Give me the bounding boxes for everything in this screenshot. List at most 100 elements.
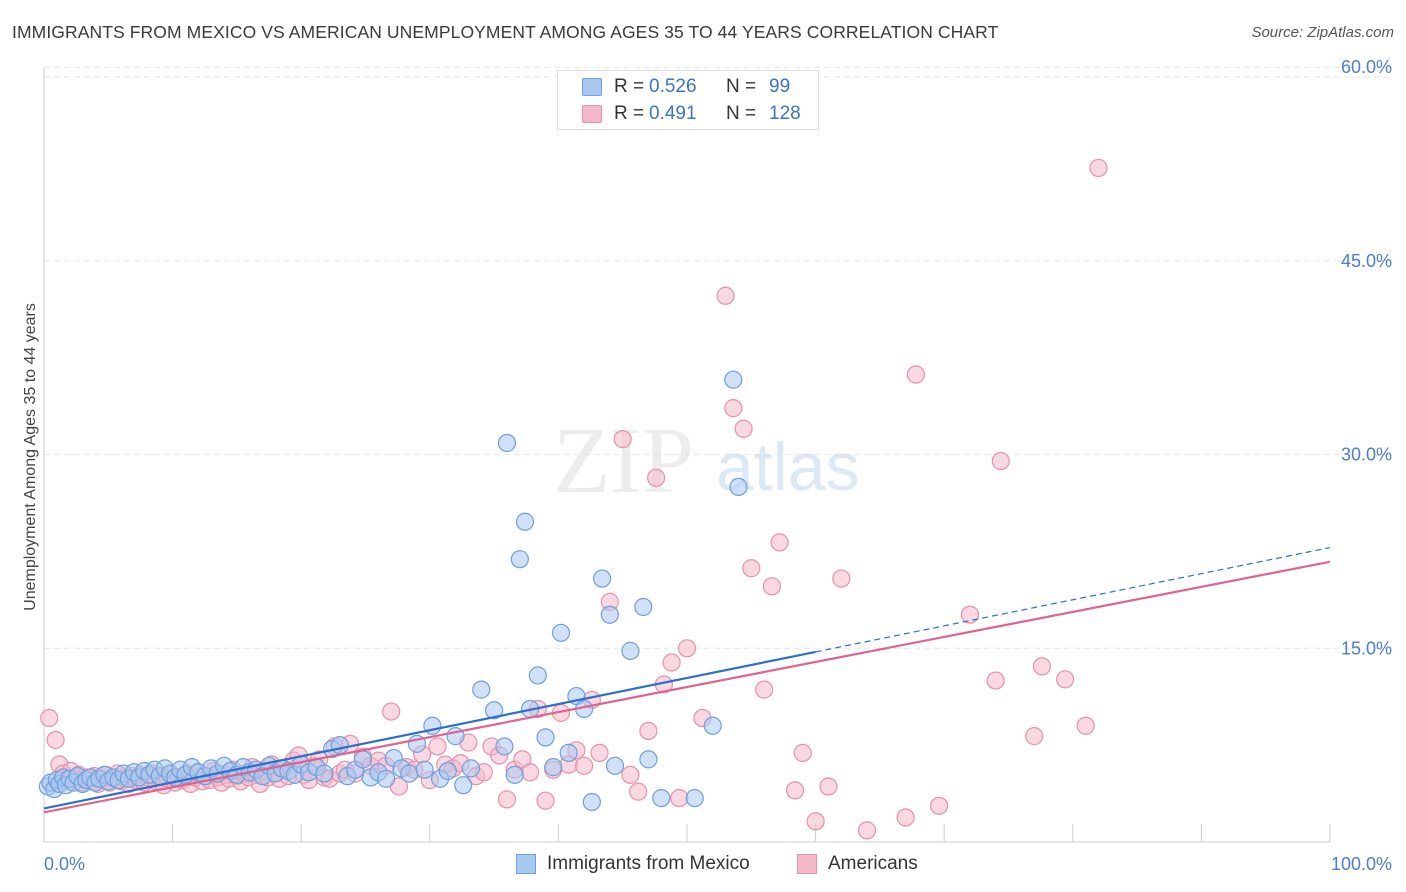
americans-point <box>986 671 1005 690</box>
americans-point <box>762 577 781 596</box>
legend-n-value: 128 <box>769 103 801 124</box>
mexico-point <box>400 764 419 783</box>
americans-point <box>819 777 838 796</box>
americans-point <box>734 419 753 438</box>
legend-swatch-americans <box>582 105 602 123</box>
americans-point <box>832 569 851 588</box>
americans-point <box>857 821 877 840</box>
y-tick-label: 45.0% <box>1341 251 1392 271</box>
americans-point <box>497 790 517 809</box>
mexico-points <box>38 370 748 812</box>
watermark: ZIP atlas <box>553 409 860 513</box>
americans-point <box>590 743 609 762</box>
americans-point <box>991 451 1010 471</box>
legend-swatch-americans <box>797 854 817 874</box>
mexico-point <box>461 759 481 778</box>
americans-point <box>621 765 640 784</box>
mexico-point <box>621 641 640 660</box>
grid-lines <box>44 66 1392 649</box>
americans-point <box>536 791 555 810</box>
americans-point <box>639 721 658 741</box>
americans-point <box>1089 158 1108 178</box>
mexico-point <box>472 680 491 699</box>
legend-label-mexico: Immigrants from Mexico <box>547 853 750 874</box>
mexico-trend-line <box>43 650 816 810</box>
legend-n-label: N = <box>726 103 757 124</box>
trend-lines <box>43 546 1331 814</box>
legend-r-label: R = <box>614 76 645 97</box>
americans-point <box>1032 657 1052 676</box>
mexico-point <box>505 765 524 784</box>
chart-source: Source: ZipAtlas.com <box>1251 24 1394 41</box>
mexico-point <box>330 736 349 755</box>
legend-r-value: 0.491 <box>649 103 697 124</box>
legend-n-value: 99 <box>769 76 791 97</box>
mexico-point <box>495 737 514 756</box>
mexico-point <box>353 750 373 769</box>
americans-point <box>46 730 65 750</box>
mexico-point <box>544 758 563 777</box>
mexico-point <box>438 761 457 781</box>
mexico-point <box>634 597 653 617</box>
americans-point <box>906 365 926 384</box>
americans-point <box>793 743 812 762</box>
mexico-point <box>510 550 529 569</box>
americans-trend-line <box>43 560 1331 814</box>
y-tick-label: 15.0% <box>1341 638 1392 658</box>
mexico-point <box>454 776 473 795</box>
correlation-legend: R = 0.526 N = 99 R = 0.491 N = 128 <box>557 70 819 130</box>
americans-point <box>382 702 401 721</box>
mexico-point <box>376 769 396 788</box>
mexico-point <box>685 788 704 808</box>
y-tick-label: 30.0% <box>1341 445 1392 465</box>
mexico-point <box>729 477 748 496</box>
mexico-point <box>315 764 334 783</box>
mexico-point <box>582 792 601 812</box>
x-tick-label: 100.0% <box>1331 854 1392 874</box>
mexico-point <box>515 512 535 531</box>
mexico-point <box>703 716 722 735</box>
americans-point <box>670 788 689 808</box>
americans-point <box>806 812 825 831</box>
y-tick-label: 60.0% <box>1341 57 1392 77</box>
americans-point <box>662 653 681 672</box>
americans-point <box>677 639 697 658</box>
americans-point <box>575 756 594 775</box>
tick-labels: 15.0% 30.0% 45.0% 60.0% 0.0% 100.0% <box>44 57 1392 874</box>
mexico-point <box>415 760 434 779</box>
americans-point <box>770 533 789 552</box>
chart-title: IMMIGRANTS FROM MEXICO VS AMERICAN UNEMP… <box>12 22 999 42</box>
legend-r-value: 0.526 <box>649 76 697 97</box>
americans-point <box>960 605 980 624</box>
americans-point <box>755 680 774 699</box>
mexico-point <box>724 370 743 389</box>
legend-label-americans: Americans <box>828 853 918 874</box>
americans-point <box>742 559 761 578</box>
americans-point <box>40 708 59 728</box>
x-tick-label: 0.0% <box>44 854 85 874</box>
americans-point <box>1055 670 1075 689</box>
mexico-trend-extension <box>815 546 1331 653</box>
mexico-point <box>639 750 658 769</box>
mexico-point <box>652 788 671 808</box>
mexico-point <box>593 569 612 588</box>
americans-point <box>785 781 805 800</box>
americans-point <box>1076 716 1095 735</box>
watermark-zip: ZIP <box>553 409 694 513</box>
mexico-point <box>536 728 555 747</box>
americans-point <box>629 782 648 801</box>
mexico-point <box>600 605 619 624</box>
americans-point <box>716 286 735 305</box>
americans-point <box>428 737 447 756</box>
legend-swatch-mexico <box>582 78 602 96</box>
y-axis-label: Unemployment Among Ages 35 to 44 years <box>22 303 39 611</box>
legend-n-label: N = <box>726 76 757 97</box>
mexico-point <box>559 743 578 762</box>
mexico-point <box>605 756 625 775</box>
americans-point <box>1025 727 1044 746</box>
legend-r-label: R = <box>614 103 645 124</box>
americans-point <box>724 399 743 418</box>
americans-point <box>896 808 915 827</box>
mexico-point <box>485 701 504 720</box>
